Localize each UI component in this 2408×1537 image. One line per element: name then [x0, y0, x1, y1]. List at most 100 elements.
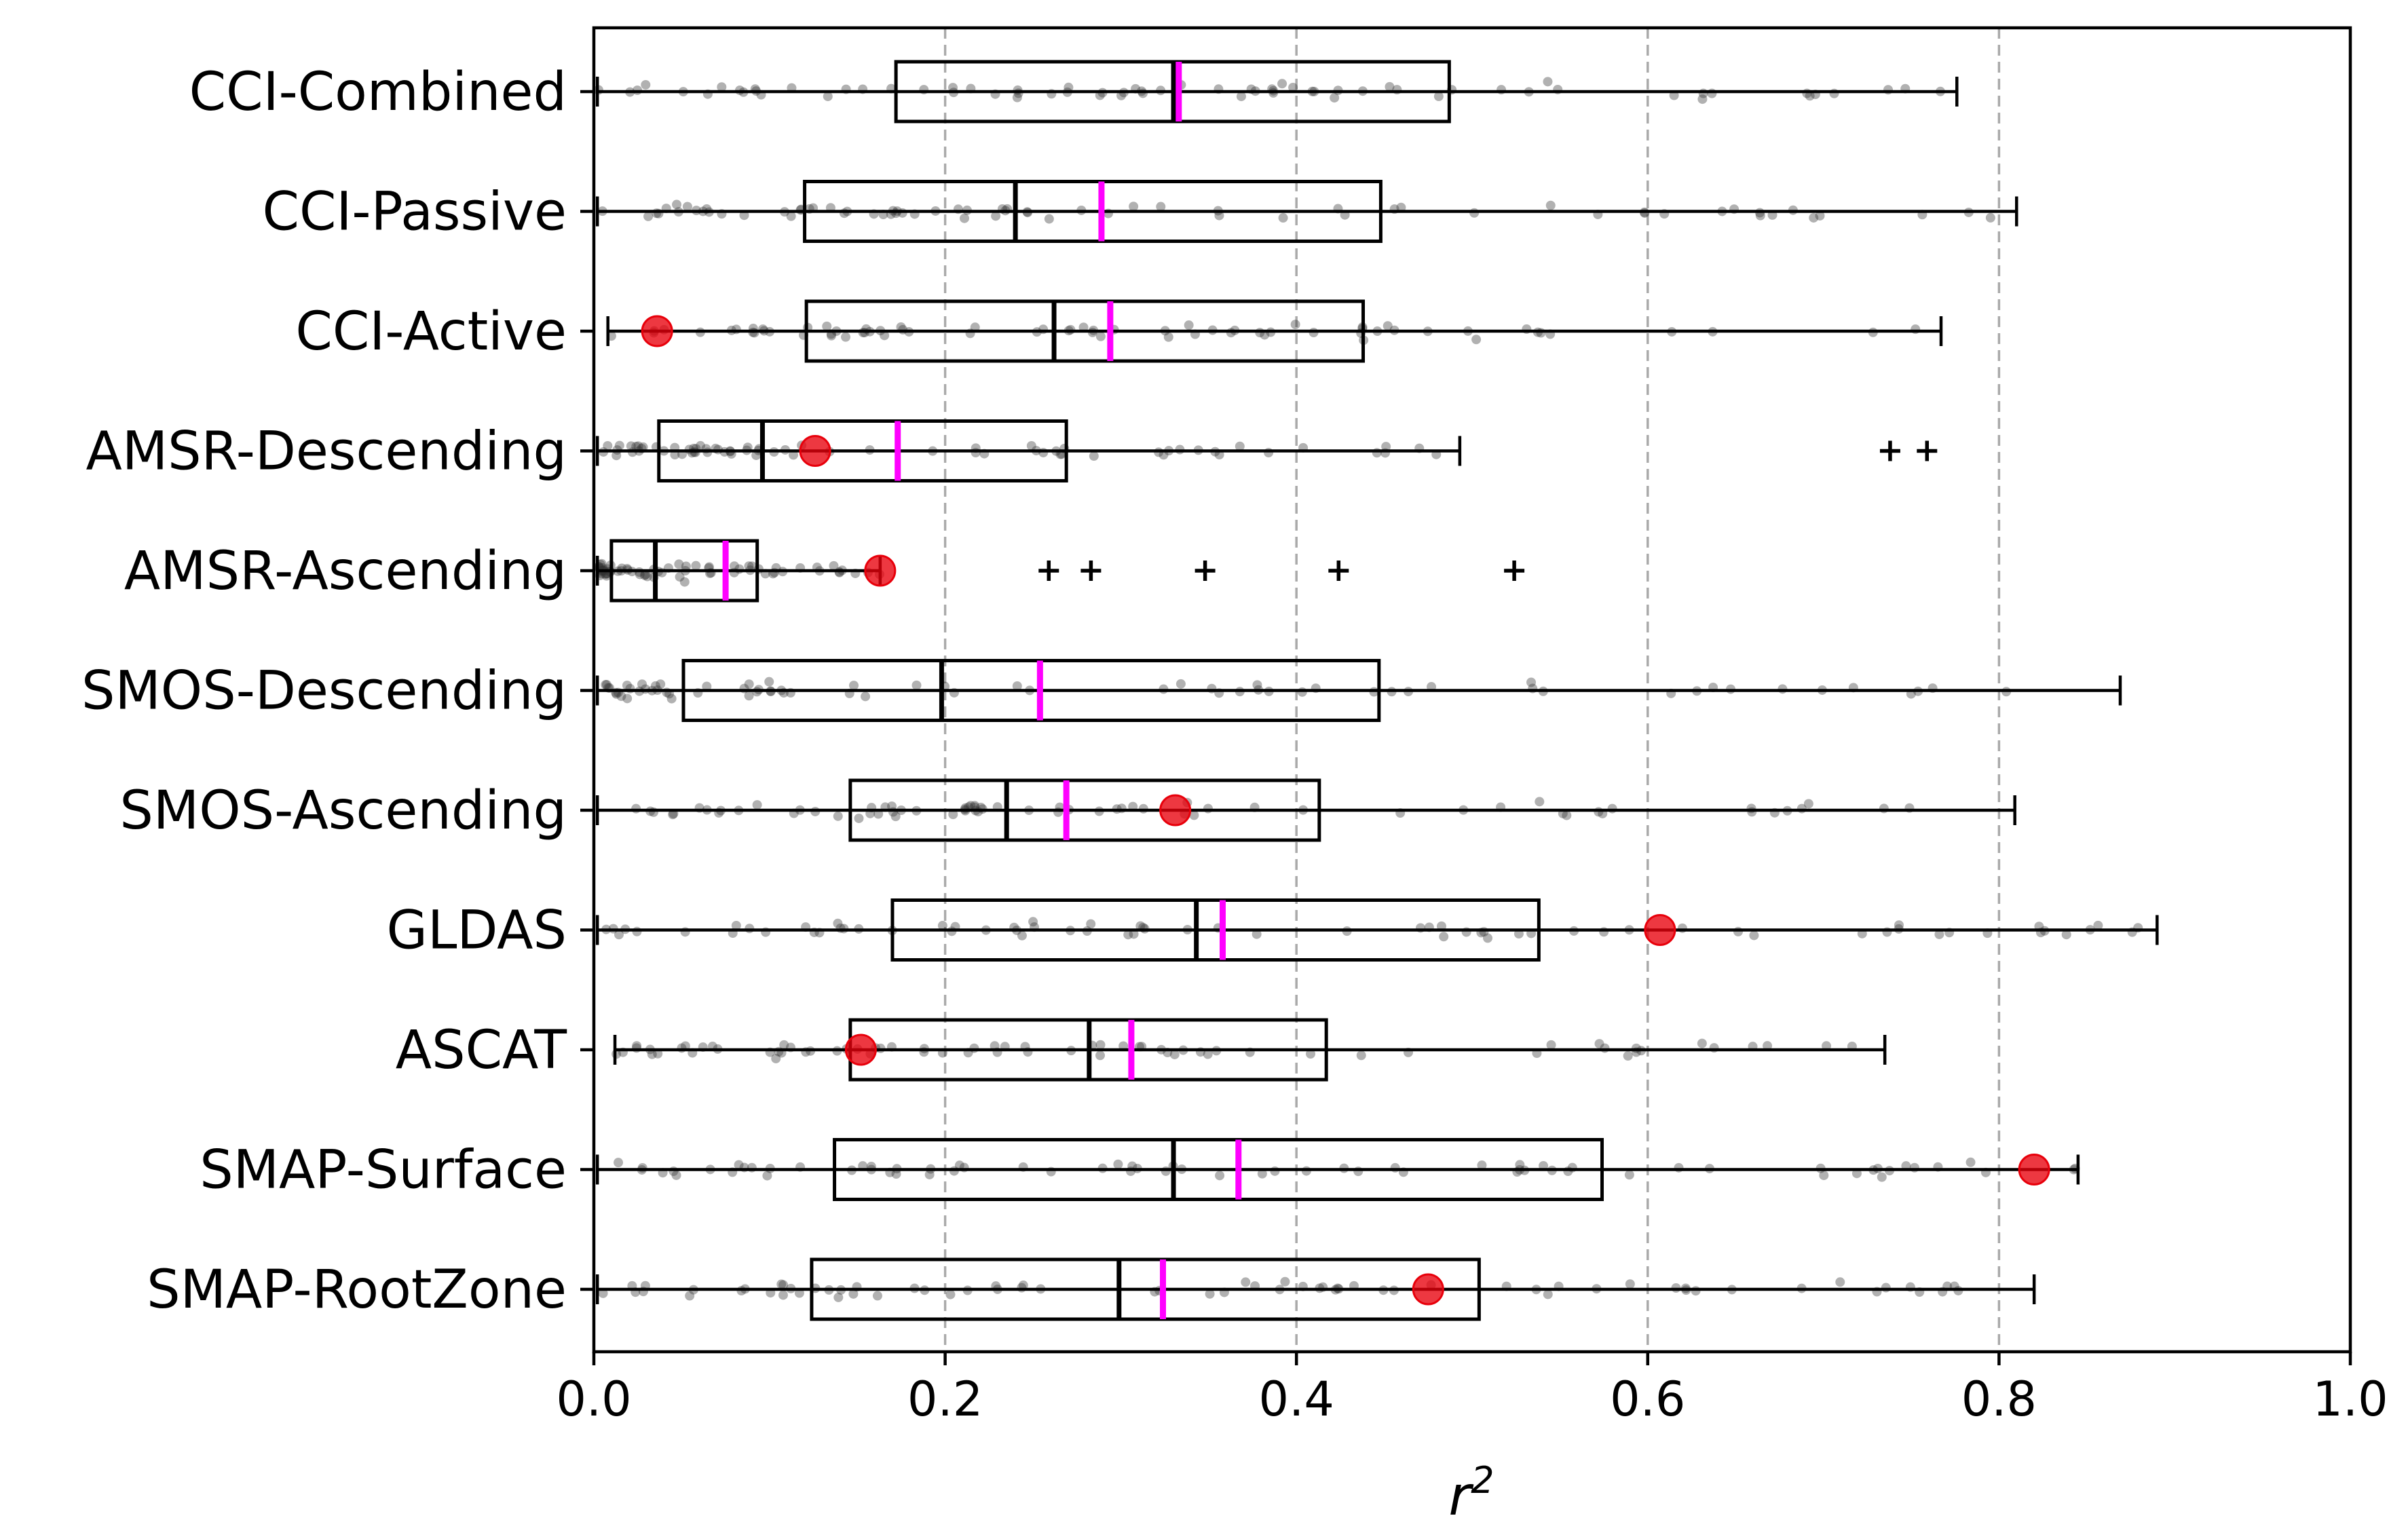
sample-point-cci-combined	[1277, 79, 1287, 89]
sample-point-ascat	[1697, 1038, 1707, 1048]
reference-marker-smap-surface	[2018, 1154, 2050, 1185]
box-smap-rootzone	[810, 1257, 1481, 1321]
sample-point-cci-combined	[1330, 93, 1340, 103]
sample-point-ascat	[1623, 1050, 1633, 1061]
sample-point-smap-rootzone	[778, 1280, 789, 1290]
sample-point-cci-passive	[1156, 202, 1166, 212]
sample-point-amsr-ascending	[681, 561, 691, 571]
sample-point-smos-descending	[764, 677, 774, 687]
sample-point-smap-surface	[669, 1166, 679, 1177]
category-label-cci-passive: CCI-Passive	[263, 182, 567, 243]
sample-point-cci-combined	[1802, 88, 1812, 98]
sample-point-cci-passive	[1469, 208, 1480, 218]
reference-marker-cci-active	[641, 315, 673, 347]
box-amsr-descending	[657, 419, 1068, 482]
sample-point-cci-combined	[641, 79, 651, 90]
reference-marker-amsr-descending	[799, 435, 831, 467]
sample-point-cci-active	[896, 322, 906, 332]
sample-point-smap-rootzone	[1241, 1277, 1251, 1287]
sample-point-amsr-descending	[751, 450, 761, 460]
x-tick-label-3: 0.6	[1610, 1371, 1685, 1427]
sample-point-cci-combined	[823, 92, 833, 102]
box-cci-active	[804, 299, 1366, 363]
sample-point-gldas	[1028, 917, 1038, 927]
x-tick-label-2: 0.4	[1259, 1371, 1334, 1427]
sample-point-smos-ascending	[1594, 807, 1604, 817]
sample-point-smap-surface	[1161, 1166, 1171, 1176]
sample-point-smos-ascending	[752, 800, 762, 810]
sample-point-smos-descending	[1297, 687, 1307, 697]
sample-point-smos-descending	[1252, 680, 1262, 690]
sample-point-smap-surface	[1624, 1170, 1634, 1180]
sample-point-smap-rootzone	[833, 1292, 844, 1302]
sample-point-gldas	[1894, 920, 1904, 930]
sample-point-cci-active	[731, 324, 741, 335]
sample-point-gldas	[1252, 929, 1262, 939]
sample-point-smap-rootzone	[685, 1291, 695, 1301]
sample-point-smap-rootzone	[598, 1288, 608, 1298]
sample-point-amsr-ascending	[829, 561, 839, 571]
sample-point-smos-descending	[911, 680, 922, 690]
sample-point-smos-descending	[666, 694, 677, 704]
category-label-smap-rootzone: SMAP-RootZone	[147, 1259, 567, 1321]
sample-point-ascat	[1763, 1041, 1773, 1051]
category-label-smos-ascending: SMOS-Ascending	[119, 780, 567, 841]
sample-point-smos-descending	[744, 691, 754, 701]
sample-point-cci-combined	[1543, 77, 1553, 87]
sample-point-cci-passive	[1044, 214, 1054, 224]
sample-point-smap-surface	[1257, 1169, 1267, 1179]
sample-point-smos-descending	[744, 679, 754, 689]
x-tick-label-1: 0.2	[907, 1371, 983, 1427]
sample-point-smap-rootzone	[776, 1279, 787, 1289]
sample-point-cci-passive	[960, 213, 970, 223]
sample-point-smos-descending	[849, 681, 859, 691]
sample-point-smos-descending	[656, 679, 666, 689]
sample-point-amsr-descending	[1089, 451, 1099, 461]
sample-point-smap-surface	[671, 1170, 681, 1180]
category-label-amsr-ascending: AMSR-Ascending	[124, 541, 567, 602]
sample-point-cci-active	[841, 332, 851, 342]
sample-point-amsr-descending	[1235, 441, 1245, 451]
sample-point-smap-surface	[762, 1171, 772, 1181]
sample-point-cci-combined	[1385, 81, 1395, 92]
sample-point-cci-combined	[1707, 88, 1717, 98]
x-tick-label-0: 0.0	[556, 1371, 631, 1427]
sample-point-cci-passive	[991, 211, 1001, 221]
sample-point-gldas	[1135, 921, 1146, 931]
outlier-amsr-ascending-2	[1194, 561, 1216, 581]
sample-point-smos-descending	[601, 679, 612, 689]
sample-point-cci-combined	[1064, 82, 1074, 92]
reference-marker-amsr-ascending	[864, 554, 897, 587]
sample-point-ascat	[1306, 1049, 1316, 1059]
sample-point-smos-ascending	[668, 810, 678, 820]
sample-point-cci-passive	[1129, 202, 1139, 212]
sample-point-smap-surface	[1877, 1172, 1887, 1182]
sample-point-ascat	[1095, 1050, 1106, 1061]
sample-point-gldas	[1439, 932, 1449, 942]
sample-point-gldas	[1483, 933, 1493, 943]
sample-point-cci-combined	[1697, 94, 1708, 105]
sample-point-smos-ascending	[833, 811, 843, 821]
sample-point-smos-ascending	[948, 810, 958, 820]
sample-point-smap-surface	[1113, 1159, 1123, 1169]
sample-point-amsr-ascending	[744, 561, 754, 571]
sample-point-cci-passive	[1985, 212, 1995, 223]
sample-point-cci-active	[1471, 335, 1482, 345]
sample-point-ascat	[1356, 1050, 1366, 1061]
outlier-amsr-descending-0	[1879, 440, 1900, 461]
sample-point-cci-combined	[1013, 88, 1023, 98]
sample-point-smap-surface	[1674, 1162, 1684, 1173]
sample-point-gldas	[1934, 929, 1944, 939]
sample-point-ascat	[1095, 1040, 1106, 1050]
sample-point-gldas	[2061, 930, 2071, 940]
sample-point-smos-descending	[702, 681, 712, 691]
sample-point-cci-combined	[1433, 92, 1444, 102]
sample-point-amsr-descending	[633, 441, 643, 451]
sample-point-smos-ascending	[631, 803, 641, 814]
sample-point-smap-rootzone	[778, 1290, 788, 1300]
markers-layer	[641, 315, 2050, 1306]
sample-point-gldas	[937, 921, 947, 931]
sample-point-smap-surface	[924, 1169, 935, 1179]
sample-point-smos-descending	[650, 681, 660, 691]
sample-point-ascat	[631, 1043, 641, 1053]
